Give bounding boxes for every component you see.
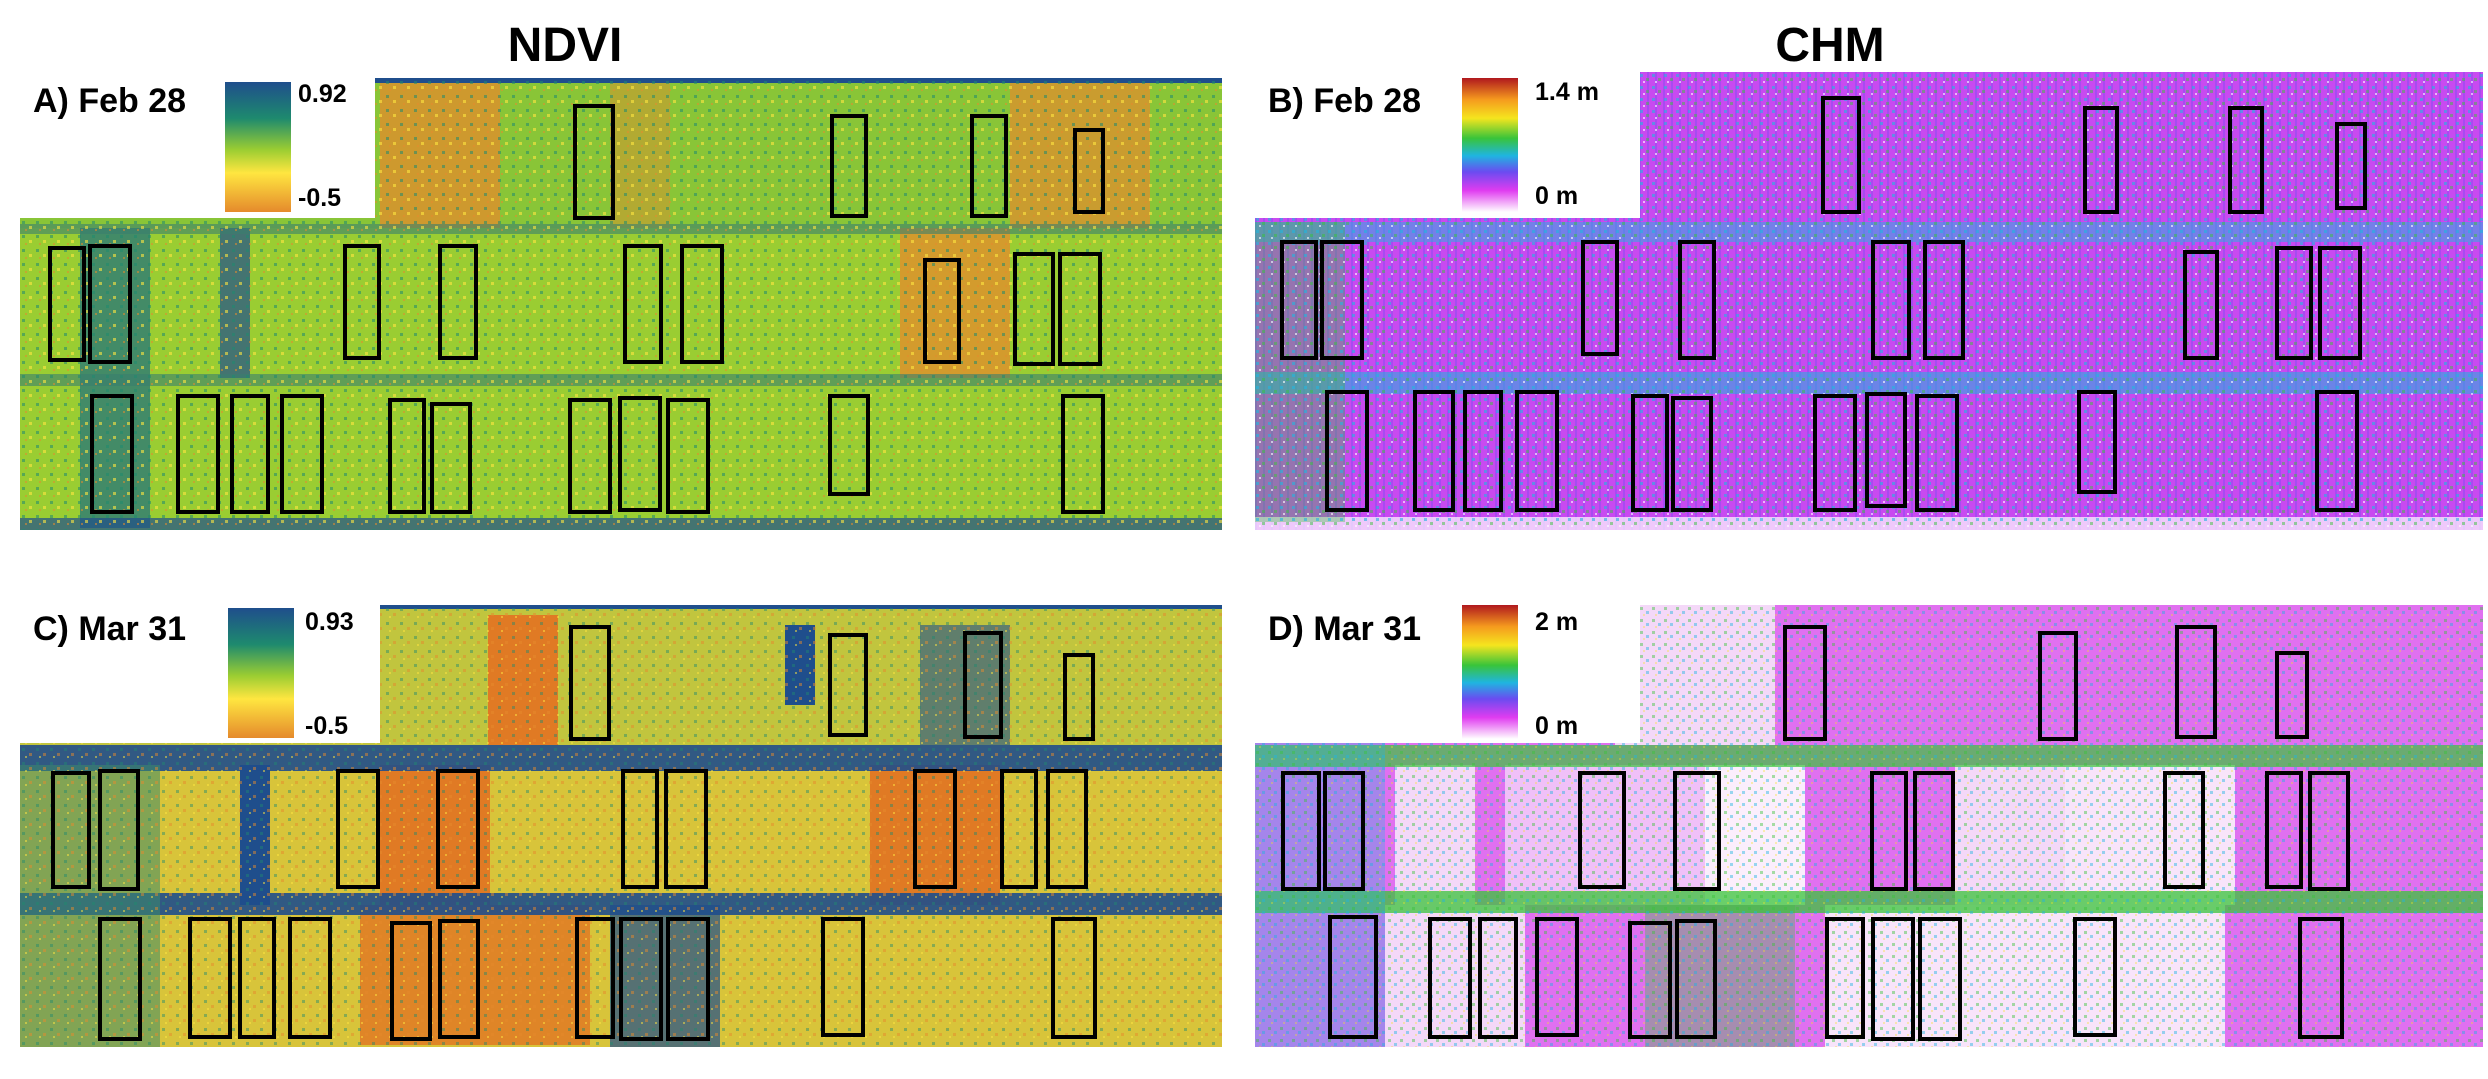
- panel-b-label: B) Feb 28: [1268, 82, 1422, 120]
- panel-d-label-box: [1255, 605, 1640, 743]
- panel-a-scale-max: 0.92: [298, 80, 347, 108]
- panel-c-map: [20, 605, 1222, 1047]
- panel-c-ndvi-mar: [20, 605, 1222, 1047]
- panel-d-scale-max: 2 m: [1535, 608, 1579, 636]
- panel-d-scale-min: 0 m: [1535, 712, 1579, 740]
- panel-a-label: A) Feb 28: [33, 82, 187, 120]
- panel-a-colorbar: [225, 82, 291, 212]
- panel-d-colorbar: [1462, 605, 1518, 739]
- panel-a-map: [20, 78, 1222, 530]
- panel-c-scale-max: 0.93: [305, 608, 354, 636]
- panel-b-map: [1255, 72, 2483, 530]
- panel-d-label: D) Mar 31: [1268, 610, 1422, 648]
- panel-b-chm-feb: [1255, 72, 2483, 530]
- panel-b-label-box: [1255, 72, 1640, 218]
- panel-b-scale-min: 0 m: [1535, 182, 1579, 210]
- panel-c-scale-min: -0.5: [305, 712, 349, 740]
- panel-c-colorbar: [228, 608, 294, 738]
- panel-c-label-box: [20, 605, 380, 743]
- title-ndvi: NDVI: [507, 19, 623, 72]
- title-chm: CHM: [1775, 19, 1885, 72]
- panel-c-label: C) Mar 31: [33, 610, 187, 648]
- panel-a-label-box: [20, 78, 375, 218]
- panel-b-colorbar: [1462, 78, 1518, 212]
- panel-b-scale-max: 1.4 m: [1535, 78, 1599, 106]
- panel-a-ndvi-feb: [20, 78, 1222, 530]
- panel-a-scale-min: -0.5: [298, 184, 342, 212]
